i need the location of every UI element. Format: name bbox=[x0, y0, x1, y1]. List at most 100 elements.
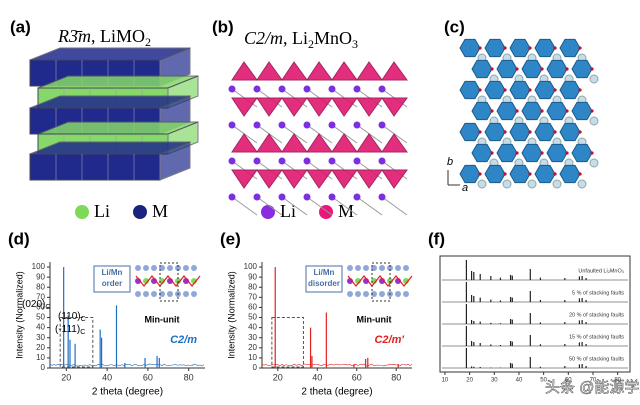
mn-octahedron bbox=[560, 81, 580, 98]
x-tick-label: 60 bbox=[143, 372, 153, 382]
x-tick-label: 30 bbox=[491, 378, 498, 384]
peak-subscript: C bbox=[80, 329, 85, 336]
o-atom bbox=[540, 67, 543, 70]
mn-octahedron bbox=[460, 81, 480, 98]
inset-title: Li/Mn bbox=[314, 268, 335, 277]
li-atom bbox=[329, 158, 336, 165]
mn-octahedron bbox=[472, 60, 492, 77]
octahedron bbox=[232, 134, 257, 152]
y-tick-label: 0 bbox=[253, 363, 258, 372]
bond bbox=[232, 197, 257, 215]
x-tick-label: 70 bbox=[590, 378, 597, 384]
o-atom bbox=[503, 130, 506, 133]
inset-title: disorder bbox=[308, 279, 340, 288]
inset-atom bbox=[347, 291, 353, 297]
x-tick-label: 80 bbox=[184, 372, 194, 382]
y-tick-label: 30 bbox=[248, 333, 257, 342]
panel-label: (e) bbox=[220, 229, 241, 248]
mn-octahedron bbox=[460, 39, 480, 56]
mn-octahedron bbox=[572, 102, 592, 119]
inset-atom bbox=[143, 291, 149, 297]
mn-octahedron bbox=[535, 39, 555, 56]
octahedron bbox=[382, 170, 407, 188]
y-tick-label: 100 bbox=[244, 262, 258, 271]
o-atom bbox=[565, 67, 568, 70]
x-tick-label: 50 bbox=[540, 378, 547, 384]
inset-atom bbox=[363, 291, 369, 297]
o-atom bbox=[490, 151, 493, 154]
li-atom bbox=[279, 158, 286, 165]
li-atom bbox=[329, 86, 336, 93]
o-atom bbox=[503, 88, 506, 91]
li-atom bbox=[279, 86, 286, 93]
peak-index: (110) bbox=[58, 311, 81, 322]
y-tick-label: 80 bbox=[36, 282, 45, 291]
inset-atom bbox=[379, 291, 385, 297]
o-atom bbox=[503, 172, 506, 175]
x-axis-label: 2 theta (degree) bbox=[92, 387, 163, 398]
li-atom bbox=[578, 180, 586, 188]
mn-octahedron bbox=[572, 60, 592, 77]
panel-title: R3̄m, LiMO2 bbox=[57, 26, 151, 49]
li-atom bbox=[279, 194, 286, 201]
y-tick-label: 30 bbox=[36, 333, 45, 342]
li-atom bbox=[590, 159, 598, 167]
x-tick-label: 40 bbox=[516, 378, 523, 384]
o-atom bbox=[528, 172, 531, 175]
y-tick-label: 70 bbox=[248, 292, 257, 301]
y-tick-label: 10 bbox=[36, 353, 45, 362]
o-atom bbox=[490, 67, 493, 70]
inset-atom bbox=[379, 265, 385, 271]
inset-atom bbox=[355, 265, 361, 271]
y-tick-label: 80 bbox=[248, 282, 257, 291]
y-tick-label: 60 bbox=[248, 303, 257, 312]
li-atom bbox=[304, 122, 311, 129]
octahedron bbox=[382, 134, 407, 152]
octahedron bbox=[257, 98, 282, 116]
li-atom bbox=[354, 158, 361, 165]
peak-index: (020) bbox=[22, 299, 45, 310]
trace-label: 20 % of stacking faults bbox=[569, 312, 624, 318]
li-atom bbox=[379, 86, 386, 93]
li-atom bbox=[590, 117, 598, 125]
octahedron bbox=[382, 62, 407, 80]
inset-atom bbox=[167, 265, 173, 271]
mn-octahedron bbox=[560, 165, 580, 182]
baseline-noise bbox=[50, 364, 204, 366]
peak-annotation: (110)C bbox=[58, 311, 86, 323]
legend-swatch bbox=[75, 205, 89, 219]
mn-octahedron bbox=[560, 39, 580, 56]
mn-octahedron bbox=[485, 81, 505, 98]
octahedron bbox=[357, 62, 382, 80]
mn-octahedron bbox=[510, 165, 530, 182]
inset-atom bbox=[403, 291, 409, 297]
y-tick-label: 100 bbox=[32, 262, 46, 271]
mn-octahedron bbox=[497, 144, 517, 161]
mn-octahedron bbox=[522, 60, 542, 77]
legend-label: Li bbox=[94, 201, 110, 221]
trace-label: 50 % of stacking faults bbox=[569, 356, 624, 362]
panel-label: (a) bbox=[10, 17, 31, 36]
trace-label: 5 % of stacking faults bbox=[572, 290, 624, 296]
o-atom bbox=[478, 88, 481, 91]
inset-atom bbox=[135, 265, 141, 271]
peak-subscript: C bbox=[81, 316, 86, 323]
octahedron bbox=[382, 98, 407, 116]
o-atom bbox=[515, 151, 518, 154]
trace-label: 15 % of stacking faults bbox=[569, 334, 624, 340]
octahedron bbox=[257, 134, 282, 152]
y-tick-label: 50 bbox=[36, 313, 45, 322]
octahedron bbox=[282, 98, 307, 116]
inset-atom bbox=[151, 265, 157, 271]
o-atom bbox=[478, 130, 481, 133]
y-tick-label: 0 bbox=[41, 363, 46, 372]
mn-octahedron bbox=[497, 102, 517, 119]
mn-octahedron bbox=[547, 102, 567, 119]
legend-swatch bbox=[133, 205, 147, 219]
mn-octahedron bbox=[497, 60, 517, 77]
mn-octahedron bbox=[572, 144, 592, 161]
o-atom bbox=[503, 46, 506, 49]
o-atom bbox=[528, 46, 531, 49]
li-atom bbox=[329, 194, 336, 201]
inset-atom bbox=[143, 265, 149, 271]
